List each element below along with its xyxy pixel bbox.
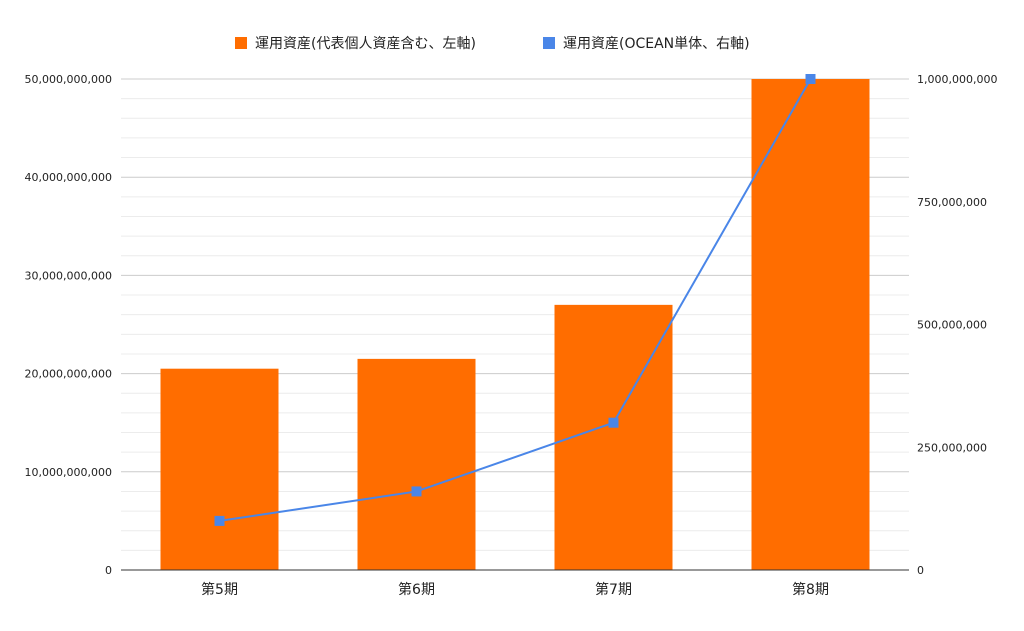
- legend-label-line: 運用資産(OCEAN単体、右軸): [563, 36, 750, 52]
- line-point-4: [805, 74, 816, 84]
- right-axis-tick-label: 250,000,000: [917, 441, 987, 454]
- legend-swatch-bar: [235, 37, 247, 49]
- left-axis-tick-label: 50,000,000,000: [25, 73, 112, 86]
- category-label-4: 第8期: [792, 581, 829, 598]
- tick-labels: 0 10,000,000,000 20,000,000,000 30,000,000,…: [25, 73, 998, 598]
- right-axis-tick-label: 0: [917, 564, 924, 577]
- category-label-3: 第7期: [595, 581, 632, 598]
- bar-2: [357, 358, 476, 570]
- left-axis-tick-label: 20,000,000,000: [25, 368, 112, 381]
- bar-series: [160, 79, 870, 570]
- legend: 運用資産(代表個人資産含む、左軸) 運用資産(OCEAN単体、右軸): [235, 36, 750, 52]
- line-point-3: [608, 417, 619, 428]
- legend-label-bar: 運用資産(代表個人資産含む、左軸): [255, 36, 476, 52]
- line-point-2: [411, 486, 422, 497]
- bar-1: [160, 368, 279, 570]
- line-path: [219, 78, 812, 522]
- right-axis-tick-label: 1,000,000,000: [917, 73, 997, 86]
- category-label-1: 第5期: [201, 581, 238, 598]
- left-axis-tick-label: 30,000,000,000: [25, 269, 112, 282]
- left-axis-tick-label: 40,000,000,000: [25, 171, 112, 184]
- line-series: [214, 74, 816, 526]
- left-axis-tick-label: 0: [105, 564, 112, 577]
- right-axis-tick-label: 750,000,000: [917, 196, 987, 209]
- right-axis-tick-label: 500,000,000: [917, 319, 987, 332]
- line-point-1: [214, 515, 225, 526]
- category-label-2: 第6期: [398, 581, 435, 598]
- left-axis-tick-label: 10,000,000,000: [25, 466, 112, 479]
- legend-swatch-line: [543, 37, 555, 49]
- bar-4: [751, 79, 870, 570]
